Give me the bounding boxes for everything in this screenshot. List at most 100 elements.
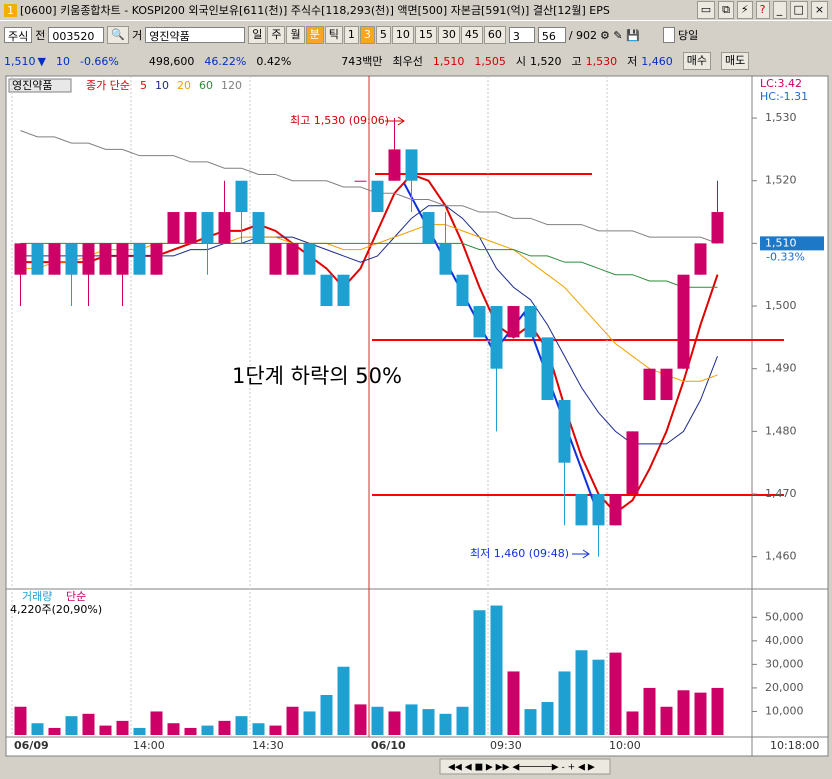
candle-body (150, 243, 163, 275)
volume-bar (235, 716, 248, 735)
candle-body (456, 274, 469, 307)
volume-bar (490, 605, 503, 735)
x-tick-label: 06/10 (371, 739, 406, 752)
volume-bar (643, 687, 656, 735)
today-checkbox[interactable] (663, 27, 676, 43)
volume-bar (354, 704, 367, 735)
candle-body (388, 149, 401, 181)
ma-line (20, 173, 719, 515)
y-tick-label: 1,480 (765, 424, 797, 437)
search-button[interactable]: 🔍 (107, 26, 130, 44)
period-button[interactable]: 일 (248, 26, 267, 44)
volume-bar (694, 692, 707, 735)
arrow (572, 549, 590, 559)
y-tick-label: 1,470 (765, 487, 797, 500)
code-input[interactable]: 003520 (48, 27, 105, 43)
period-button[interactable]: 60 (483, 26, 506, 44)
close-button[interactable]: × (810, 1, 828, 19)
candle-body (354, 180, 367, 182)
volume-bar (711, 687, 724, 735)
window-button[interactable]: ▭ (696, 1, 716, 19)
period-button[interactable]: 10 (391, 26, 414, 44)
volume-bar (439, 713, 452, 735)
sell-button[interactable]: 매도 (721, 52, 750, 70)
x-tick-label: 14:30 (252, 739, 284, 752)
period-button[interactable]: 월 (286, 26, 305, 44)
bid: 1,505 (474, 54, 506, 68)
volume-bar (303, 711, 316, 735)
scroll-controls (439, 758, 611, 775)
best-label: 최우선 (392, 55, 423, 68)
volume-bar (592, 659, 605, 735)
candle-body (201, 212, 214, 244)
y-tick-label: 40,000 (765, 634, 804, 647)
annotation: 최고 1,530 (09:06) (290, 114, 389, 127)
annotation: 최저 1,460 (09:48) (470, 547, 569, 560)
market-select[interactable]: 주식 (4, 27, 33, 43)
maximize-button[interactable]: □ (789, 1, 808, 19)
volume-subtitle: 4,220주(20,90%) (10, 603, 102, 616)
candle-body (286, 243, 299, 275)
period-button[interactable]: 분 (305, 26, 324, 44)
minimize-button[interactable]: _ (772, 1, 787, 19)
candle-body (99, 243, 112, 275)
candle-body (592, 494, 605, 526)
period-button[interactable]: 주 (267, 26, 286, 44)
volume-bar (609, 652, 622, 735)
volume-bar (388, 711, 401, 735)
legend-title: 영진약품 (12, 78, 52, 92)
volume-bar (184, 727, 197, 735)
buy-button[interactable]: 매수 (682, 52, 712, 70)
volume-bar (269, 725, 282, 735)
y-tick-label: 30,000 (765, 657, 804, 670)
scroll-buttons: ◀◀ ◀ ■ ▶ ▶▶ ◀──────▶ - + ◀ ▶ (448, 763, 595, 773)
stock-name[interactable]: 영진약품 (145, 27, 246, 43)
period-button[interactable]: 3 (359, 26, 375, 44)
y-tick-label: 1,520 (765, 174, 797, 187)
volume-bar (252, 723, 265, 735)
candle-body (490, 306, 503, 369)
volume-bar (473, 610, 486, 735)
total-count: / 902 (568, 28, 598, 42)
arrow: ▼ (37, 54, 46, 68)
volume-bar (99, 725, 112, 735)
volume-bar (286, 706, 299, 735)
drawn-zigzag (403, 182, 595, 504)
volume-bar (677, 690, 690, 735)
period-button[interactable]: 30 (437, 26, 460, 44)
period-button[interactable]: 틱 (324, 26, 343, 44)
candle-body (14, 243, 27, 275)
candle-body (371, 180, 384, 213)
legend-entry: 20 (177, 79, 191, 92)
candle-body (677, 274, 690, 369)
y-tick-label: 10,000 (765, 704, 804, 717)
volume-bar (31, 723, 44, 735)
volume: 498,600 (148, 54, 195, 68)
period-button[interactable]: 45 (460, 26, 483, 44)
period-button[interactable]: 15 (414, 26, 437, 44)
chart-area (5, 75, 829, 757)
y-tick-label: 1,460 (765, 550, 797, 563)
window-button[interactable]: ⚡ (736, 1, 753, 19)
interval-input[interactable]: 3 (508, 27, 535, 43)
help-button[interactable]: ? (755, 1, 770, 19)
x-tick-label: 10:00 (609, 739, 641, 752)
x-tick-label: 06/09 (14, 739, 49, 752)
y-tick-label: 1,530 (765, 111, 797, 124)
window-button[interactable]: ⧉ (718, 1, 734, 19)
count-input[interactable]: 56 (537, 27, 566, 43)
low-label: 저 (627, 55, 638, 68)
period-button[interactable]: 1 (343, 26, 359, 44)
candle-body (31, 243, 44, 275)
scroll-bar (6, 757, 828, 777)
change-pct: -0.66% (79, 54, 119, 68)
candle-body (473, 306, 486, 338)
volume-bar (371, 706, 384, 735)
period-button[interactable]: 5 (375, 26, 391, 44)
volume-bar (167, 723, 180, 735)
volume-bar (116, 720, 129, 735)
arrow (385, 116, 405, 126)
candle-body (524, 306, 537, 338)
volume-bar (541, 702, 554, 735)
candle-body (541, 337, 554, 401)
